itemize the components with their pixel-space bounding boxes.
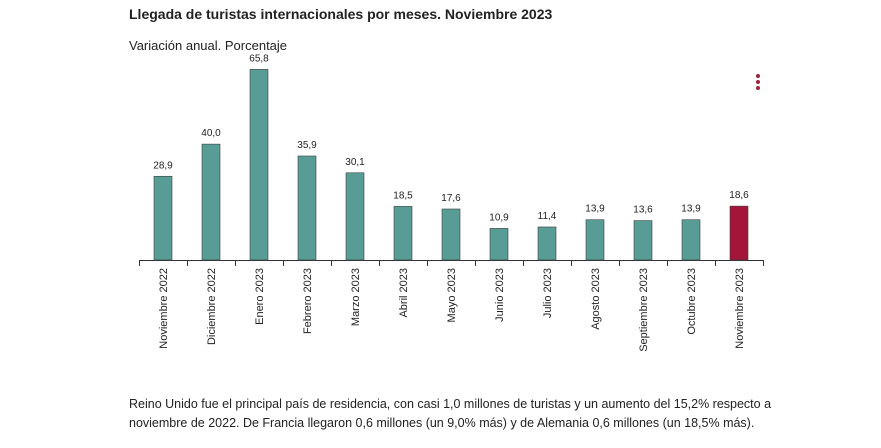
bar: [585, 219, 605, 261]
category-label: Abril 2023: [398, 268, 410, 318]
data-label: 65,8: [249, 53, 269, 64]
bar: [489, 228, 509, 261]
bar: [681, 219, 701, 261]
bar: [729, 205, 749, 261]
category-label: Enero 2023: [254, 268, 266, 325]
category-label: Junio 2023: [494, 268, 506, 322]
chart-subtitle: Variación anual. Porcentaje: [129, 38, 288, 53]
category-label: Mayo 2023: [446, 268, 458, 322]
data-label: 17,6: [441, 193, 461, 204]
bar-chart: 28,9 Noviembre 2022 40,0 Diciembre 2022 65,8…: [139, 53, 764, 352]
category-label: Septiembre 2023: [638, 268, 650, 352]
data-label: 35,9: [297, 140, 317, 151]
chart-note: Reino Unido fue el principal país de res…: [129, 397, 772, 430]
more-vertical-icon[interactable]: [752, 73, 764, 93]
bar: [249, 69, 269, 261]
category-label: Noviembre 2023: [734, 268, 746, 349]
data-label: 18,6: [729, 190, 749, 201]
category-label: Agosto 2023: [590, 268, 602, 330]
bar: [633, 220, 653, 261]
data-label: 13,6: [633, 205, 653, 216]
data-label: 13,9: [585, 204, 605, 215]
data-label: 28,9: [153, 160, 173, 171]
bar: [153, 175, 173, 261]
chart-title: Llegada de turistas internacionales por …: [129, 6, 553, 22]
data-label: 18,5: [393, 190, 413, 201]
bar: [201, 143, 221, 261]
category-label: Febrero 2023: [302, 268, 314, 334]
data-label: 30,1: [345, 157, 365, 168]
data-label: 11,4: [538, 211, 557, 222]
bar: [297, 155, 317, 261]
category-label: Marzo 2023: [350, 268, 362, 326]
data-label: 10,9: [489, 212, 509, 223]
bar: [393, 206, 413, 261]
category-label: Noviembre 2022: [158, 268, 170, 349]
category-label: Diciembre 2022: [206, 268, 218, 345]
bar: [441, 208, 461, 261]
data-label: 40,0: [201, 128, 221, 139]
category-label: Octubre 2023: [686, 268, 698, 335]
bar: [345, 172, 365, 261]
category-label: Julio 2023: [542, 268, 554, 318]
bar: [537, 226, 557, 261]
data-label: 13,9: [681, 204, 701, 215]
